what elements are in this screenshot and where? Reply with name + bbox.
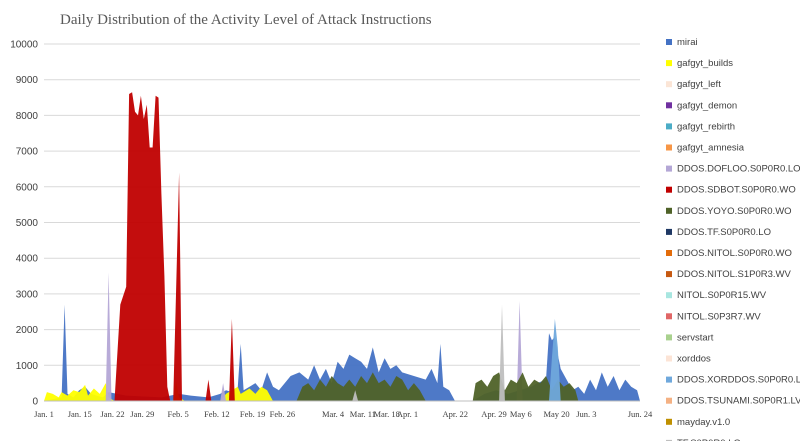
area-series-0: [44, 304, 640, 401]
y-tick-label: 1000: [16, 361, 39, 372]
legend-label: mirai: [677, 37, 698, 48]
legend-swatch-8: [666, 207, 672, 214]
area-series-8: [44, 372, 632, 401]
y-tick-label: 5000: [16, 218, 39, 229]
x-tick-label: Mar. 4: [322, 409, 345, 419]
legend-label: gafgyt_left: [677, 79, 721, 90]
x-tick-label: Jun. 3: [576, 409, 596, 419]
series-layer: [44, 92, 640, 401]
legend-swatch-11: [666, 271, 672, 278]
legend-swatch-7: [666, 186, 672, 193]
legend-swatch-9: [666, 228, 672, 235]
x-tick-label: Mar. 11: [350, 409, 376, 419]
legend-swatch-14: [666, 334, 672, 341]
x-tick-label: Jan. 15: [68, 409, 92, 419]
legend: mirai gafgyt_builds gafgyt_left gafgyt_demo…: [666, 37, 800, 446]
chart-title: Daily Distribution of the Activity Level…: [60, 12, 432, 28]
legend-label: DDOS.DOFLOO.S0P0R0.LO: [677, 164, 800, 175]
legend-label: DDOS.TSUNAMI.S0P0R1.LV: [677, 396, 800, 407]
y-tick-label: 10000: [10, 40, 38, 51]
x-tick-label: May 20: [543, 409, 569, 419]
x-tick-label: Feb. 19: [240, 409, 266, 419]
legend-swatch-2: [666, 81, 672, 88]
y-tick-label: 8000: [16, 111, 39, 122]
y-tick-label: 0: [32, 397, 38, 408]
x-tick-label: Apr. 29: [481, 409, 507, 419]
legend-label: DDOS.TF.S0P0R0.LO: [677, 227, 771, 238]
legend-label: DDOS.NITOL.S0P0R0.WO: [677, 248, 792, 259]
legend-label: mayday.v1.0: [677, 417, 730, 428]
legend-label: gafgyt_demon: [677, 100, 737, 111]
legend-label: gafgyt_builds: [677, 58, 733, 69]
x-tick-label: Apr. 1: [397, 409, 418, 419]
legend-label: gafgyt_rebirth: [677, 121, 735, 132]
y-tick-label: 9000: [16, 75, 39, 86]
y-tick-label: 7000: [16, 147, 39, 158]
legend-swatch-10: [666, 250, 672, 256]
x-tick-label: May 6: [510, 409, 532, 419]
y-tick-label: 3000: [16, 289, 39, 300]
legend-swatch-18: [666, 418, 672, 425]
legend-swatch-16: [666, 376, 672, 383]
legend-swatch-5: [666, 144, 672, 151]
x-tick-label: Jun. 24: [628, 409, 653, 419]
x-tick-label: Jan. 29: [130, 409, 154, 419]
legend-swatch-15: [666, 355, 672, 362]
y-tick-label: 2000: [16, 325, 39, 336]
legend-swatch-6: [666, 165, 672, 172]
legend-label: DDOS.XORDDOS.S0P0R0.LV: [677, 375, 800, 386]
legend-swatch-0: [666, 39, 672, 45]
area-series-7: [44, 92, 632, 401]
x-tick-label: Jan. 22: [100, 409, 124, 419]
x-tick-label: Apr. 22: [442, 409, 468, 419]
x-tick-label: Feb. 5: [167, 409, 188, 419]
x-tick-label: Feb. 12: [204, 409, 230, 419]
area-series-1: [44, 381, 632, 401]
legend-label: NITOL.S0P0R15.WV: [677, 290, 767, 301]
legend-swatch-4: [666, 123, 672, 130]
legend-swatch-1: [666, 60, 672, 67]
legend-label: DDOS.NITOL.S1P0R3.WV: [677, 269, 792, 280]
axis-layer: 0 1000 2000 3000 4000 5000 6000 7000 8000 9000 100…: [10, 40, 653, 420]
legend-label: DDOS.YOYO.S0P0R0.WO: [677, 206, 792, 217]
legend-swatch-13: [666, 313, 672, 320]
legend-label: NITOL.S0P3R7.WV: [677, 311, 761, 322]
legend-swatch-3: [666, 102, 672, 109]
legend-label: DDOS.SDBOT.S0P0R0.WO: [677, 185, 796, 196]
legend-label: servstart: [677, 332, 714, 343]
y-tick-label: 4000: [16, 254, 39, 265]
legend-label: xorddos: [677, 354, 711, 365]
y-tick-label: 6000: [16, 182, 39, 193]
legend-swatch-17: [666, 397, 672, 404]
legend-swatch-12: [666, 292, 672, 299]
x-tick-label: Feb. 26: [270, 409, 296, 419]
x-tick-label: Jan. 1: [34, 409, 54, 419]
legend-label: gafgyt_amnesia: [677, 143, 745, 154]
x-tick-label: Mar. 18: [373, 409, 399, 419]
